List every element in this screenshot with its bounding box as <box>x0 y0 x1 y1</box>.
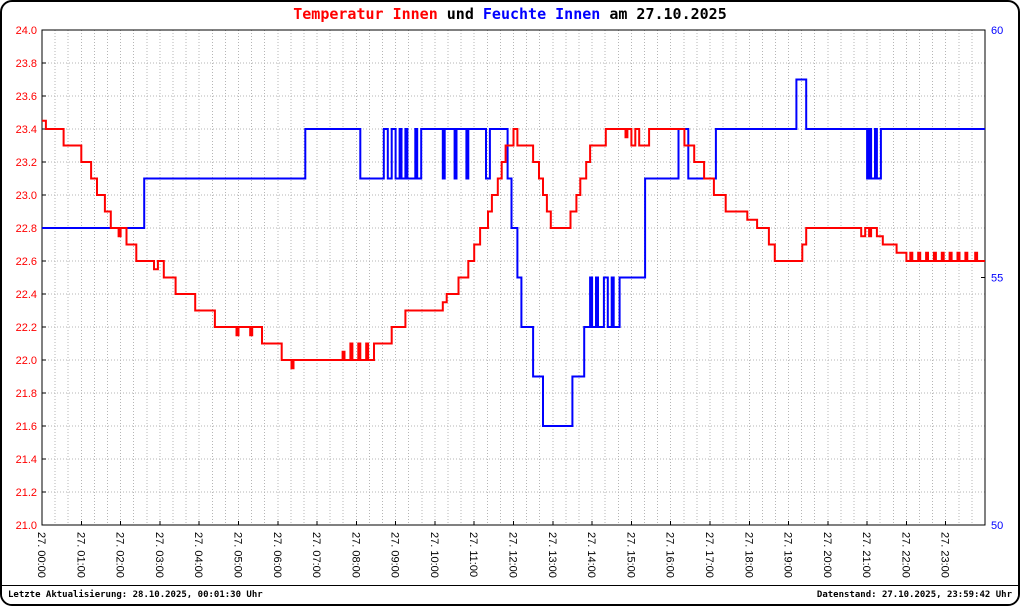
chart-title: Temperatur Innen und Feuchte Innen am 27… <box>2 5 1018 23</box>
x-tick-label: 27. 10:00 <box>428 532 440 578</box>
x-tick-label: 27. 13:00 <box>546 532 558 578</box>
y-left-tick-label: 22.8 <box>16 223 37 235</box>
y-left-tick-label: 23.2 <box>16 157 37 169</box>
x-tick-label: 27. 07:00 <box>310 532 322 578</box>
y-left-tick-label: 22.2 <box>16 322 37 334</box>
x-tick-label: 27. 19:00 <box>782 532 794 578</box>
x-tick-label: 27. 16:00 <box>664 532 676 578</box>
data-timestamp-text: Datenstand: 27.10.2025, 23:59:42 Uhr <box>816 590 1012 600</box>
humidity-series-line <box>42 78 985 427</box>
x-tick-label: 27. 05:00 <box>232 532 244 578</box>
y-left-tick-label: 21.4 <box>16 454 37 466</box>
y-right-tick-label: 60 <box>991 25 1003 37</box>
last-update-text: Letzte Aktualisierung: 28.10.2025, 00:01… <box>8 590 263 600</box>
chart-title-part: am 27.10.2025 <box>600 5 727 23</box>
y-left-tick-label: 21.6 <box>16 421 37 433</box>
x-tick-label: 27. 22:00 <box>899 532 911 578</box>
x-tick-label: 27. 03:00 <box>153 532 165 578</box>
chart-title-part: und <box>437 5 483 23</box>
x-tick-label: 27. 14:00 <box>585 532 597 578</box>
y-right-tick-label: 50 <box>991 520 1003 532</box>
y-left-tick-label: 22.0 <box>16 355 37 367</box>
chart-title-part: Temperatur Innen <box>293 5 438 23</box>
x-tick-label: 27. 08:00 <box>349 532 361 578</box>
x-tick-label: 27. 18:00 <box>742 532 754 578</box>
y-right-tick-label: 55 <box>991 273 1003 285</box>
chart-title-part: Feuchte Innen <box>482 5 601 23</box>
x-tick-label: 27. 15:00 <box>624 532 636 578</box>
y-left-tick-label: 23.6 <box>16 91 37 103</box>
temperature-series-line <box>42 119 985 370</box>
y-left-tick-label: 23.0 <box>16 190 37 202</box>
x-tick-label: 27. 20:00 <box>821 532 833 578</box>
y-left-tick-label: 21.0 <box>16 520 37 532</box>
y-left-tick-label: 23.4 <box>16 124 37 136</box>
y-left-tick-label: 23.8 <box>16 58 37 70</box>
x-tick-label: 27. 04:00 <box>192 532 204 578</box>
x-tick-label: 27. 12:00 <box>507 532 519 578</box>
y-left-tick-label: 24.0 <box>16 25 37 37</box>
x-tick-label: 27. 17:00 <box>703 532 715 578</box>
y-left-tick-label: 21.2 <box>16 487 37 499</box>
x-tick-label: 27. 21:00 <box>860 532 872 578</box>
x-tick-label: 27. 02:00 <box>114 532 126 578</box>
y-left-tick-label: 21.8 <box>16 388 37 400</box>
footer-bar: Letzte Aktualisierung: 28.10.2025, 00:01… <box>2 585 1018 604</box>
x-tick-label: 27. 09:00 <box>389 532 401 578</box>
x-tick-label: 27. 00:00 <box>35 532 47 578</box>
y-left-tick-label: 22.6 <box>16 256 37 268</box>
x-tick-label: 27. 11:00 <box>467 532 479 577</box>
x-tick-label: 27. 06:00 <box>271 532 283 578</box>
x-tick-label: 27. 01:00 <box>74 532 86 578</box>
chart-plot: 21.0 21.2 21.4 21.6 21.8 22.0 22.2 22.4 22.6 22.8… <box>16 25 1004 578</box>
y-left-tick-label: 22.4 <box>16 289 37 301</box>
x-tick-label: 27. 23:00 <box>939 532 951 578</box>
